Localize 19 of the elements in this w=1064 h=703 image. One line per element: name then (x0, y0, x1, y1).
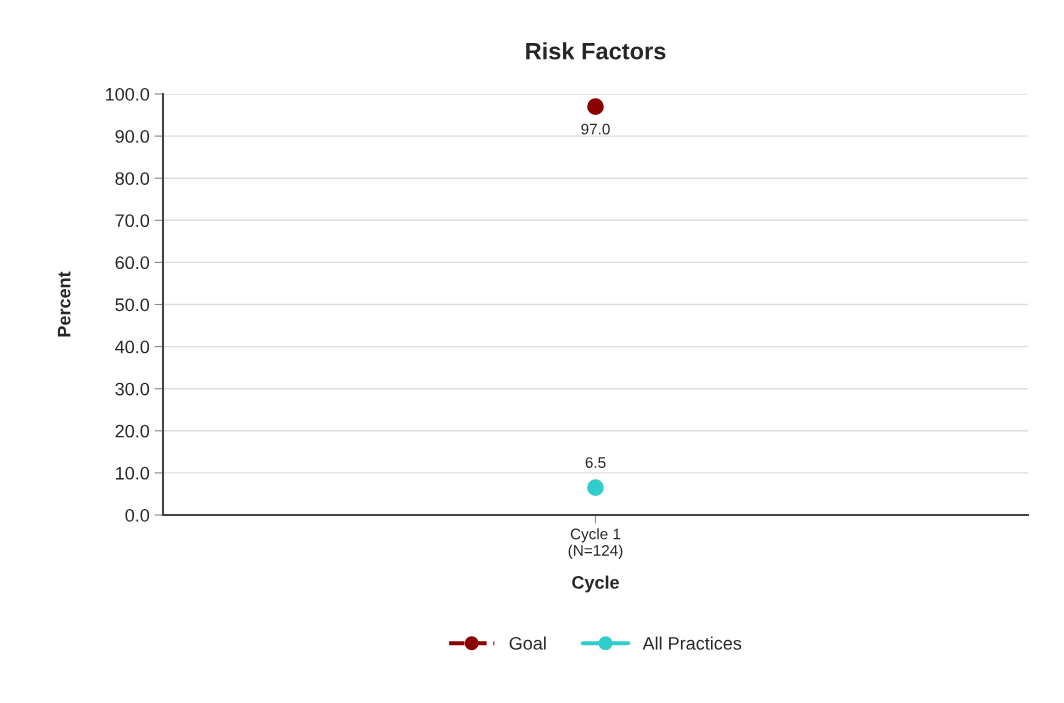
legend-label: All Practices (642, 636, 742, 650)
y-tick-label: 90.0 (115, 130, 150, 143)
y-tick-label: 70.0 (115, 214, 150, 228)
y-tick-label: 100.0 (106, 87, 150, 101)
legend-label: Goal (509, 636, 546, 650)
data-label: 6.5 (585, 457, 606, 468)
data-label: 97.0 (581, 123, 610, 135)
y-tick-label: 50.0 (115, 298, 150, 312)
y-axis-title: Percent (57, 271, 71, 337)
x-tick-label: Cycle 1 (N=124) (568, 528, 623, 559)
chart-title: Risk Factors (526, 42, 666, 60)
x-axis-title: Cycle (572, 575, 619, 593)
y-tick-label: 60.0 (115, 256, 150, 270)
y-tick-label: 30.0 (115, 382, 150, 396)
y-tick-label: 40.0 (115, 340, 150, 354)
y-tick-label: 10.0 (116, 466, 150, 480)
y-tick-label: 0.0 (125, 508, 150, 522)
y-tick-label: 80.0 (115, 172, 150, 185)
y-tick-label: 20.0 (115, 424, 150, 438)
